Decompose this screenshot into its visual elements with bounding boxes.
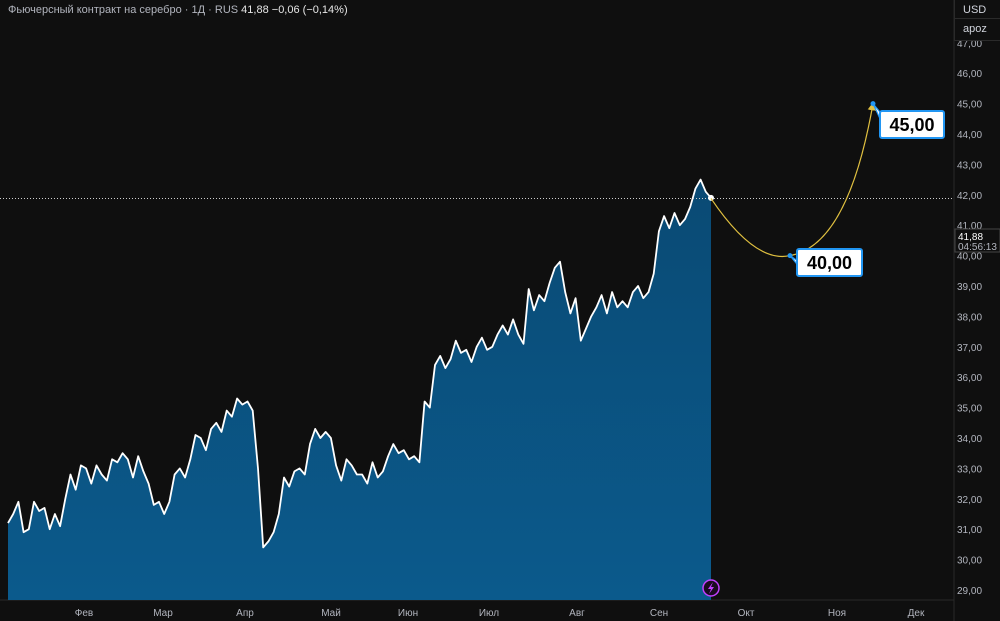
y-tick-label: 44,00 — [957, 130, 982, 141]
time-axis[interactable]: Фев Мар Апр Май Июн Июл Авг Сен Окт Ноя Дек — [75, 608, 925, 619]
y-tick-label: 41,00 — [957, 221, 982, 232]
legend-separator: · — [208, 4, 212, 16]
symbol-legend[interactable]: Фьючерсный контракт на серебро · 1Д · RU… — [8, 4, 348, 16]
y-tick-label: 38,00 — [957, 312, 982, 323]
x-tick-label: Май — [321, 608, 341, 619]
y-tick-label: 30,00 — [957, 556, 982, 567]
forecast-point — [870, 101, 876, 107]
exchange-label: RUS — [214, 4, 239, 16]
y-tick-label: 40,00 — [957, 252, 982, 263]
x-tick-label: Окт — [738, 608, 755, 619]
currency-button[interactable]: USD — [963, 4, 987, 16]
forecast-point — [787, 253, 793, 259]
scale-mode-button[interactable]: apoz — [955, 18, 1000, 37]
y-tick-label: 31,00 — [957, 525, 982, 536]
x-tick-label: Авг — [569, 608, 585, 619]
area-series — [0, 178, 954, 600]
last-price: 41,88 — [241, 4, 269, 16]
callout-box[interactable] — [879, 110, 945, 139]
y-tick-label: 46,00 — [957, 69, 982, 80]
x-tick-label: Ноя — [828, 608, 846, 619]
last-price-tag: 41,88 04:56:13 — [954, 228, 1000, 253]
y-tick-label: 33,00 — [957, 464, 982, 475]
countdown-timer: 04:56:13 — [958, 242, 997, 253]
x-tick-label: Дек — [908, 608, 925, 619]
y-tick-label: 36,00 — [957, 373, 982, 384]
x-tick-label: Мар — [153, 608, 173, 619]
x-tick-label: Июл — [479, 608, 499, 619]
last-price-box — [954, 228, 1000, 253]
y-tick-label: 29,00 — [957, 586, 982, 597]
x-tick-label: Апр — [236, 608, 254, 619]
y-tick-label: 32,00 — [957, 495, 982, 506]
callout-box[interactable] — [796, 248, 863, 277]
y-tick-label: 37,00 — [957, 343, 982, 354]
y-tick-label: 34,00 — [957, 434, 982, 445]
scale-settings-panel[interactable]: USD apoz — [954, 0, 1000, 41]
lightning-icon — [708, 582, 714, 594]
event-marker[interactable] — [702, 579, 720, 597]
x-tick-label: Фев — [75, 608, 93, 619]
callout-label: 45,00 — [889, 115, 934, 135]
y-tick-label: 39,00 — [957, 282, 982, 293]
forecast-drawing[interactable]: 40,00 45,00 — [710, 101, 945, 277]
legend-separator: · — [184, 4, 189, 16]
interval-label: 1Д — [191, 4, 206, 16]
y-tick-label: 47,00 — [957, 39, 982, 50]
price-line — [7, 178, 712, 549]
forecast-curve[interactable] — [710, 101, 876, 258]
last-price-value: 41,88 — [958, 232, 983, 243]
callout-label: 40,00 — [807, 253, 852, 273]
area-fill — [8, 179, 711, 600]
price-change-percent: (−0,14%) — [302, 4, 348, 16]
last-price-dot — [708, 194, 714, 201]
y-tick-label: 45,00 — [957, 100, 982, 111]
symbol-title: Фьючерсный контракт на серебро — [8, 4, 182, 16]
price-change: −0,06 — [271, 4, 300, 16]
y-tick-label: 42,00 — [957, 191, 982, 202]
y-tick-label: 35,00 — [957, 404, 982, 415]
x-tick-label: Сен — [650, 608, 668, 619]
x-tick-label: Июн — [398, 608, 418, 619]
y-tick-label: 43,00 — [957, 160, 982, 171]
